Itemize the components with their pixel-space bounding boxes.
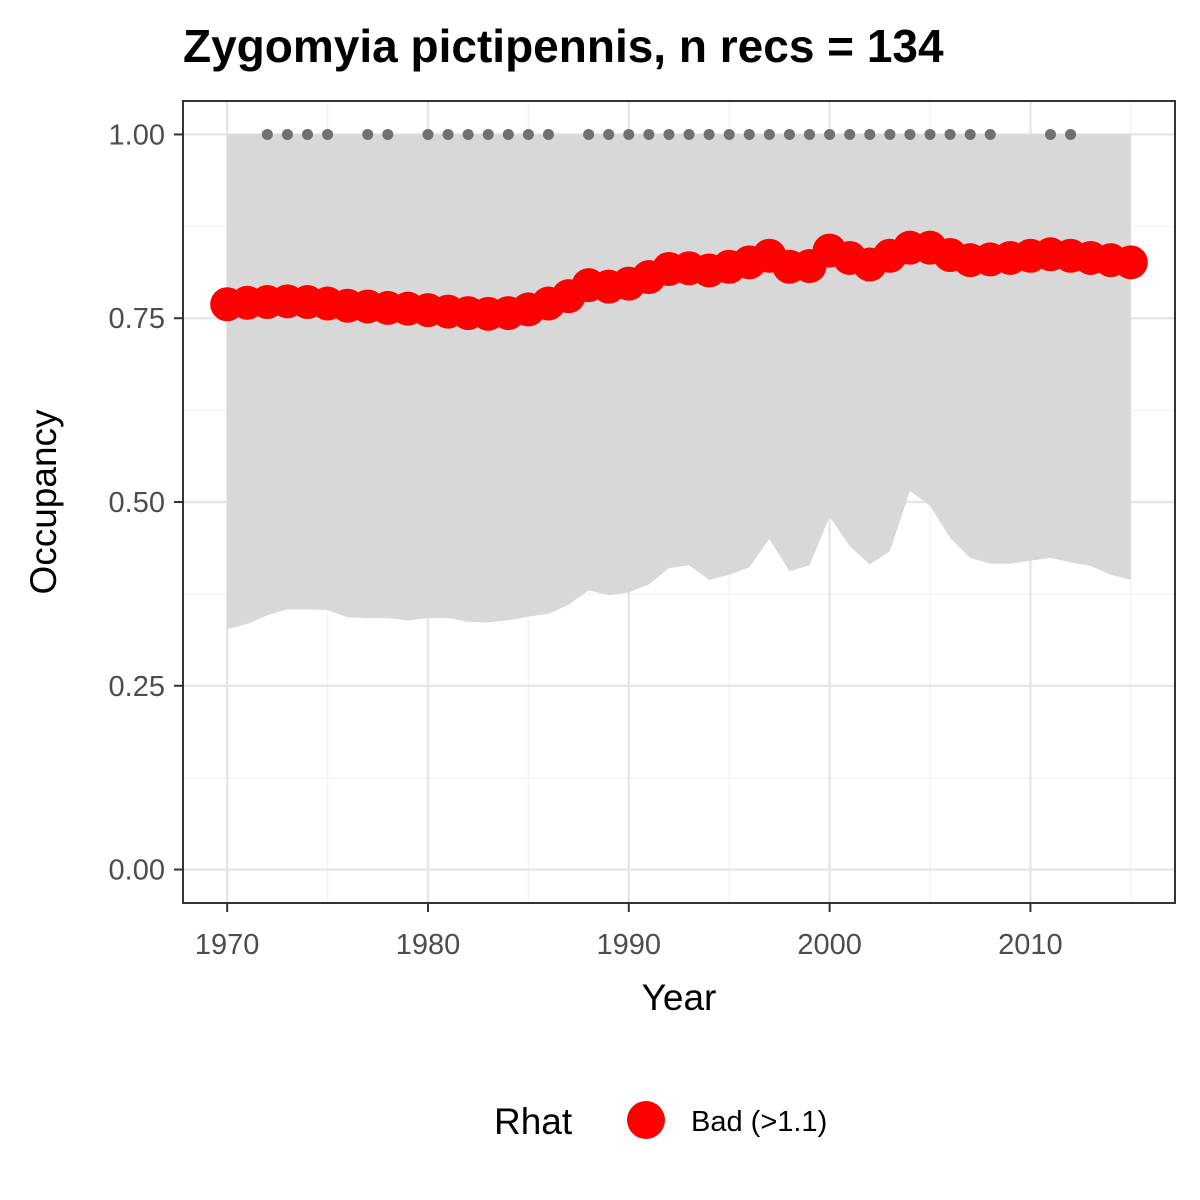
record-point [683, 128, 695, 140]
record-point [844, 128, 856, 140]
record-point [703, 128, 715, 140]
record-point [663, 128, 675, 140]
record-point [382, 128, 394, 140]
legend: Rhat Bad (>1.1) [494, 1101, 827, 1142]
y-tick-label: 1.00 [109, 119, 165, 151]
record-point [261, 128, 273, 140]
record-point [723, 128, 735, 140]
record-point [804, 128, 816, 140]
y-tick-label: 0.75 [109, 303, 165, 335]
y-axis-title: Occupancy [23, 409, 64, 595]
record-point [924, 128, 936, 140]
record-point [864, 128, 876, 140]
record-point [442, 128, 454, 140]
record-points [261, 128, 1077, 140]
record-point [302, 128, 314, 140]
record-point [944, 128, 956, 140]
x-tick-label: 1990 [597, 929, 662, 961]
legend-label-bad: Bad (>1.1) [691, 1106, 827, 1138]
record-point [322, 128, 334, 140]
record-point [583, 128, 595, 140]
x-tick-label: 2000 [797, 929, 862, 961]
legend-key-bad [627, 1101, 665, 1139]
record-point [522, 128, 534, 140]
record-point [743, 128, 755, 140]
x-axis: 1970 1980 1990 2000 2010 [195, 903, 1063, 961]
y-tick-label: 0.00 [109, 855, 165, 887]
y-axis: 0.00 0.25 0.50 0.75 1.00 [109, 119, 183, 887]
record-point [422, 128, 434, 140]
record-point [462, 128, 474, 140]
x-tick-label: 1980 [396, 929, 461, 961]
record-point [482, 128, 494, 140]
plot-panel [182, 100, 1176, 904]
x-axis-title: Year [642, 977, 717, 1018]
record-point [964, 128, 976, 140]
legend-title: Rhat [494, 1101, 573, 1142]
record-point [763, 128, 775, 140]
record-point [984, 128, 996, 140]
y-tick-label: 0.25 [109, 671, 165, 703]
record-point [603, 128, 615, 140]
record-point [281, 128, 293, 140]
record-point [884, 128, 896, 140]
record-point [623, 128, 635, 140]
record-point [824, 128, 836, 140]
credible-interval-ribbon [227, 134, 1131, 630]
x-tick-label: 1970 [195, 929, 260, 961]
record-point [362, 128, 374, 140]
x-tick-label: 2010 [998, 929, 1063, 961]
record-point [1044, 128, 1056, 140]
occupancy-point [1113, 245, 1148, 280]
y-tick-label: 0.50 [109, 487, 165, 519]
record-point [783, 128, 795, 140]
record-point [904, 128, 916, 140]
record-point [1065, 128, 1077, 140]
chart-title: Zygomyia pictipennis, n recs = 134 [183, 20, 944, 72]
record-point [643, 128, 655, 140]
record-point [542, 128, 554, 140]
record-point [502, 128, 514, 140]
occupancy-series [210, 230, 1148, 331]
